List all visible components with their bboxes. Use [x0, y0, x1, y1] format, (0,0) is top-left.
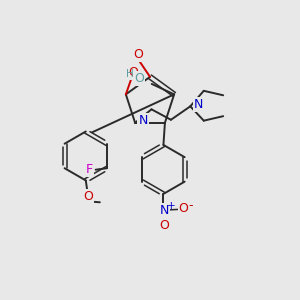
Text: O: O: [178, 202, 188, 215]
Text: N: N: [139, 114, 148, 127]
Text: O: O: [134, 72, 144, 85]
Text: H: H: [126, 69, 134, 80]
Text: N: N: [159, 203, 169, 217]
Text: +: +: [167, 201, 176, 211]
Text: O: O: [133, 48, 143, 61]
Text: O: O: [128, 66, 138, 79]
Text: N: N: [194, 98, 203, 111]
Text: O: O: [83, 190, 93, 203]
Text: O: O: [159, 219, 169, 232]
Text: -: -: [189, 199, 193, 212]
Text: F: F: [85, 163, 93, 176]
